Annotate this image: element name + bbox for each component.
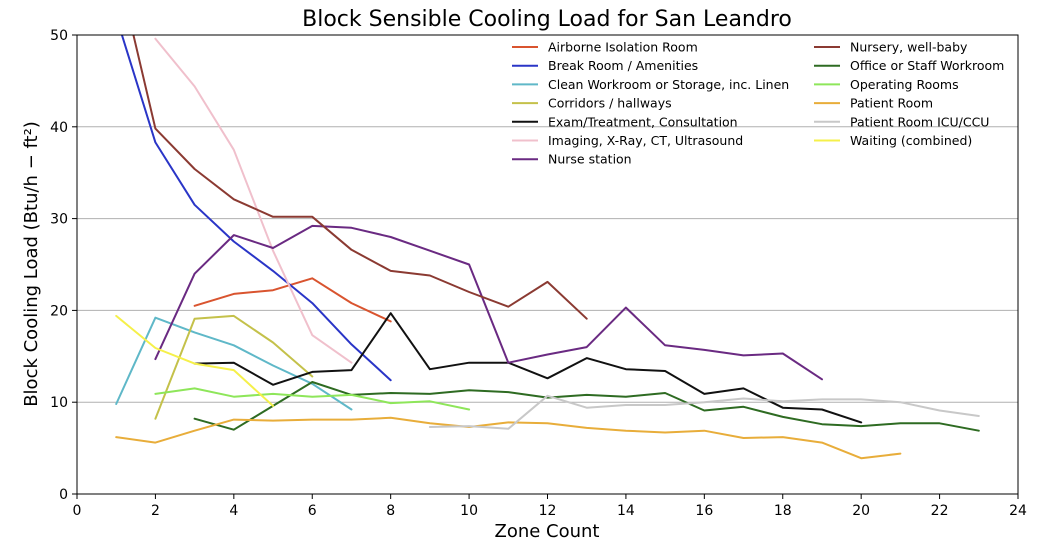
legend-label: Waiting (combined) [850,133,972,148]
x-axis-label: Zone Count [494,521,599,542]
legend-item-11: Patient Room [814,96,933,111]
x-tick-label: 20 [852,503,870,519]
legend-label: Exam/Treatment, Consultation [548,114,738,129]
series-line-13 [115,314,274,407]
x-tick-label: 24 [1009,503,1027,519]
x-tick-label: 6 [308,503,317,519]
legend-label: Patient Room ICU/CCU [850,114,989,129]
series-line-3 [115,316,353,411]
legend-item-12: Patient Room ICU/CCU [814,114,989,129]
y-tick-label: 50 [50,28,68,44]
x-tick-label: 16 [695,503,713,519]
legend: Airborne Isolation Room Break Room / Amen… [512,40,1004,167]
legend-item-5: Exam/Treatment, Consultation [512,114,738,129]
series-line-4 [154,314,314,420]
series-line-9 [193,381,980,432]
chart-title: Block Sensible Cooling Load for San Lean… [302,7,792,32]
y-tick-label: 10 [50,395,68,411]
series-layer [115,35,980,460]
legend-label: Operating Rooms [850,77,959,92]
x-tick-label: 10 [460,503,478,519]
series-line-11 [115,416,902,460]
series-line-7 [154,224,823,381]
x-tick-label: 0 [73,503,82,519]
x-tick-label: 22 [931,503,949,519]
grid-layer [77,126,1018,403]
legend-label: Patient Room [850,96,933,111]
legend-item-3: Clean Workroom or Storage, inc. Linen [512,77,789,92]
x-tick-label: 8 [386,503,395,519]
x-tick-label: 2 [151,503,160,519]
series-line-10 [154,387,471,411]
x-tick-label: 4 [229,503,238,519]
legend-item-2: Break Room / Amenities [512,58,698,73]
y-axis-label: Block Cooling Load (Btu/h − ft²) [21,121,42,407]
legend-item-9: Office or Staff Workroom [814,58,1004,73]
series-line-1 [193,277,392,323]
legend-label: Break Room / Amenities [548,58,698,73]
legend-item-7: Nurse station [512,152,632,167]
legend-label: Imaging, X-Ray, CT, Ultrasound [548,133,743,148]
legend-label: Corridors / hallways [548,96,672,111]
x-tick-label: 18 [774,503,792,519]
legend-item-1: Airborne Isolation Room [512,40,698,55]
legend-label: Airborne Isolation Room [548,40,698,55]
y-tick-label: 0 [59,487,68,503]
legend-item-10: Operating Rooms [814,77,959,92]
series-line-5 [193,312,863,424]
legend-label: Nursery, well-baby [850,40,968,55]
legend-item-4: Corridors / hallways [512,96,672,111]
legend-item-6: Imaging, X-Ray, CT, Ultrasound [512,133,743,148]
legend-label: Clean Workroom or Storage, inc. Linen [548,77,789,92]
legend-label: Nurse station [548,152,632,167]
legend-item-8: Nursery, well-baby [814,40,968,55]
y-tick-label: 20 [50,303,68,319]
x-tick-label: 14 [617,503,635,519]
series-line-2 [120,35,392,382]
x-tick-label: 12 [539,503,557,519]
y-tick-label: 40 [50,120,68,136]
legend-label: Office or Staff Workroom [850,58,1004,73]
y-tick-label: 30 [50,212,68,228]
series-line-12 [428,394,980,430]
series-line-6 [154,37,353,364]
series-line-8 [132,35,588,320]
legend-item-13: Waiting (combined) [814,133,972,148]
